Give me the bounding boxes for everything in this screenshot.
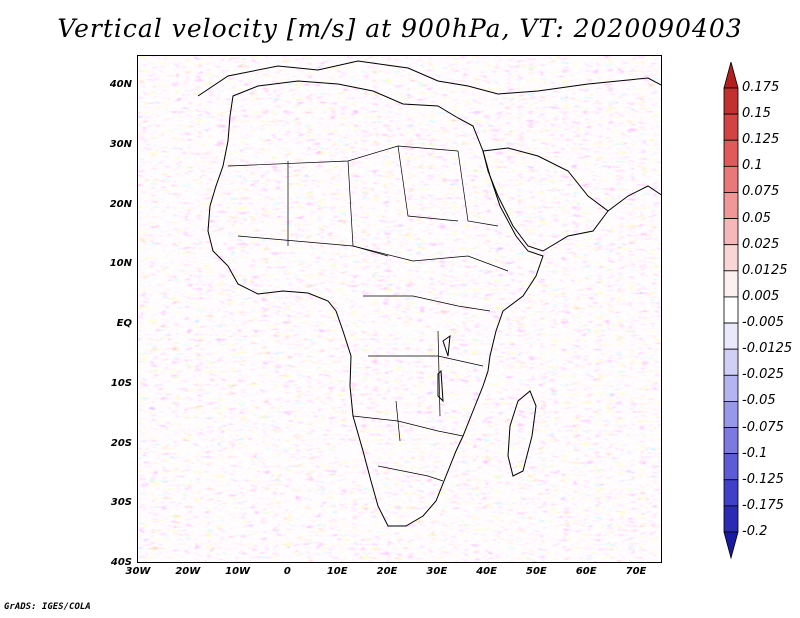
map-plot-area bbox=[137, 55, 662, 563]
velocity-field bbox=[138, 56, 661, 562]
colorbar-swatch bbox=[723, 453, 739, 481]
colorbar-label: 0.1 bbox=[742, 158, 763, 174]
lake-victoria bbox=[442, 334, 451, 357]
asia-coastline bbox=[607, 185, 661, 212]
colorbar-swatch bbox=[723, 113, 739, 141]
colorbar-swatch bbox=[723, 505, 739, 533]
lon-label-0: 0 bbox=[283, 566, 291, 577]
colorbar-top-arrow bbox=[723, 62, 739, 89]
lat-label-10n: 10N bbox=[109, 258, 132, 270]
lon-label-20e: 20E bbox=[376, 566, 398, 577]
lon-label-20w: 20W bbox=[175, 566, 201, 577]
colorbar-label: -0.05 bbox=[742, 393, 776, 409]
colorbar-label: 0.05 bbox=[742, 210, 771, 226]
colorbar-swatch bbox=[723, 165, 739, 193]
colorbar-swatch bbox=[723, 427, 739, 455]
lat-label-20n: 20N bbox=[109, 198, 132, 210]
colorbar-label: 0.15 bbox=[742, 106, 771, 122]
lat-label-40n: 40N bbox=[109, 79, 132, 90]
lat-label-30n: 30N bbox=[109, 138, 132, 150]
lake-tanganyika bbox=[437, 369, 444, 403]
lat-label-30s: 30S bbox=[110, 497, 132, 509]
colorbar-bottom-arrow bbox=[723, 531, 739, 560]
lon-label-60e: 60E bbox=[575, 566, 597, 577]
colorbar-label: 0.175 bbox=[742, 80, 780, 95]
lon-label-10e: 10E bbox=[326, 566, 348, 577]
lon-label-70e: 70E bbox=[625, 566, 647, 577]
colorbar-swatch bbox=[723, 374, 739, 402]
country-borders bbox=[227, 145, 509, 482]
colorbar-label: -0.025 bbox=[742, 367, 784, 383]
colorbar-label: 0.125 bbox=[742, 132, 780, 148]
colorbar-swatch bbox=[723, 296, 739, 324]
colorbar-label: -0.175 bbox=[742, 497, 784, 513]
lat-label-eq: EQ bbox=[116, 318, 132, 329]
colorbar-label: 0.075 bbox=[742, 184, 780, 200]
lon-label-40e: 40E bbox=[476, 566, 497, 577]
colorbar-label: 0.005 bbox=[742, 288, 780, 304]
coastlines bbox=[197, 60, 661, 527]
africa-coastline bbox=[207, 80, 544, 527]
colorbar-label: -0.005 bbox=[742, 315, 784, 331]
lon-label-50e: 50E bbox=[526, 566, 547, 577]
colorbar-swatch bbox=[723, 218, 739, 246]
lat-label-20s: 20S bbox=[110, 437, 132, 449]
colorbar-label: -0.075 bbox=[742, 419, 784, 435]
colorbar-label: 0.025 bbox=[742, 236, 780, 252]
grads-credit: GrADS: IGES/COLA bbox=[4, 602, 91, 612]
colorbar-swatch bbox=[723, 348, 739, 376]
lon-label-30e: 30E bbox=[426, 566, 448, 577]
europe-coastline bbox=[197, 60, 661, 97]
arabia-coastline bbox=[482, 147, 609, 252]
vertical-velocity-map bbox=[138, 56, 661, 562]
colorbar-label: -0.0125 bbox=[742, 341, 793, 357]
madagascar-coastline bbox=[507, 390, 537, 477]
colorbar-label: -0.125 bbox=[742, 471, 784, 487]
colorbar-label: -0.2 bbox=[742, 524, 768, 539]
colorbar-swatch bbox=[723, 270, 739, 298]
lat-label-40s: 40S bbox=[110, 557, 132, 568]
colorbar-swatch bbox=[723, 401, 739, 428]
colorbar-swatch bbox=[723, 479, 739, 507]
colorbar-swatch bbox=[723, 322, 739, 350]
lon-label-30w: 30W bbox=[125, 566, 151, 577]
colorbar bbox=[723, 62, 739, 560]
colorbar-swatch bbox=[723, 87, 739, 115]
colorbar-label: -0.1 bbox=[742, 445, 768, 461]
colorbar-swatch bbox=[723, 244, 739, 272]
chart-title: Vertical velocity [m/s] at 900hPa, VT: 2… bbox=[57, 14, 743, 43]
lat-label-10s: 10S bbox=[110, 377, 132, 389]
colorbar-swatch bbox=[723, 139, 739, 167]
lakes bbox=[437, 334, 451, 403]
colorbar-label: 0.0125 bbox=[742, 262, 788, 278]
lon-label-10w: 10W bbox=[225, 566, 251, 577]
colorbar-swatch bbox=[723, 192, 739, 219]
